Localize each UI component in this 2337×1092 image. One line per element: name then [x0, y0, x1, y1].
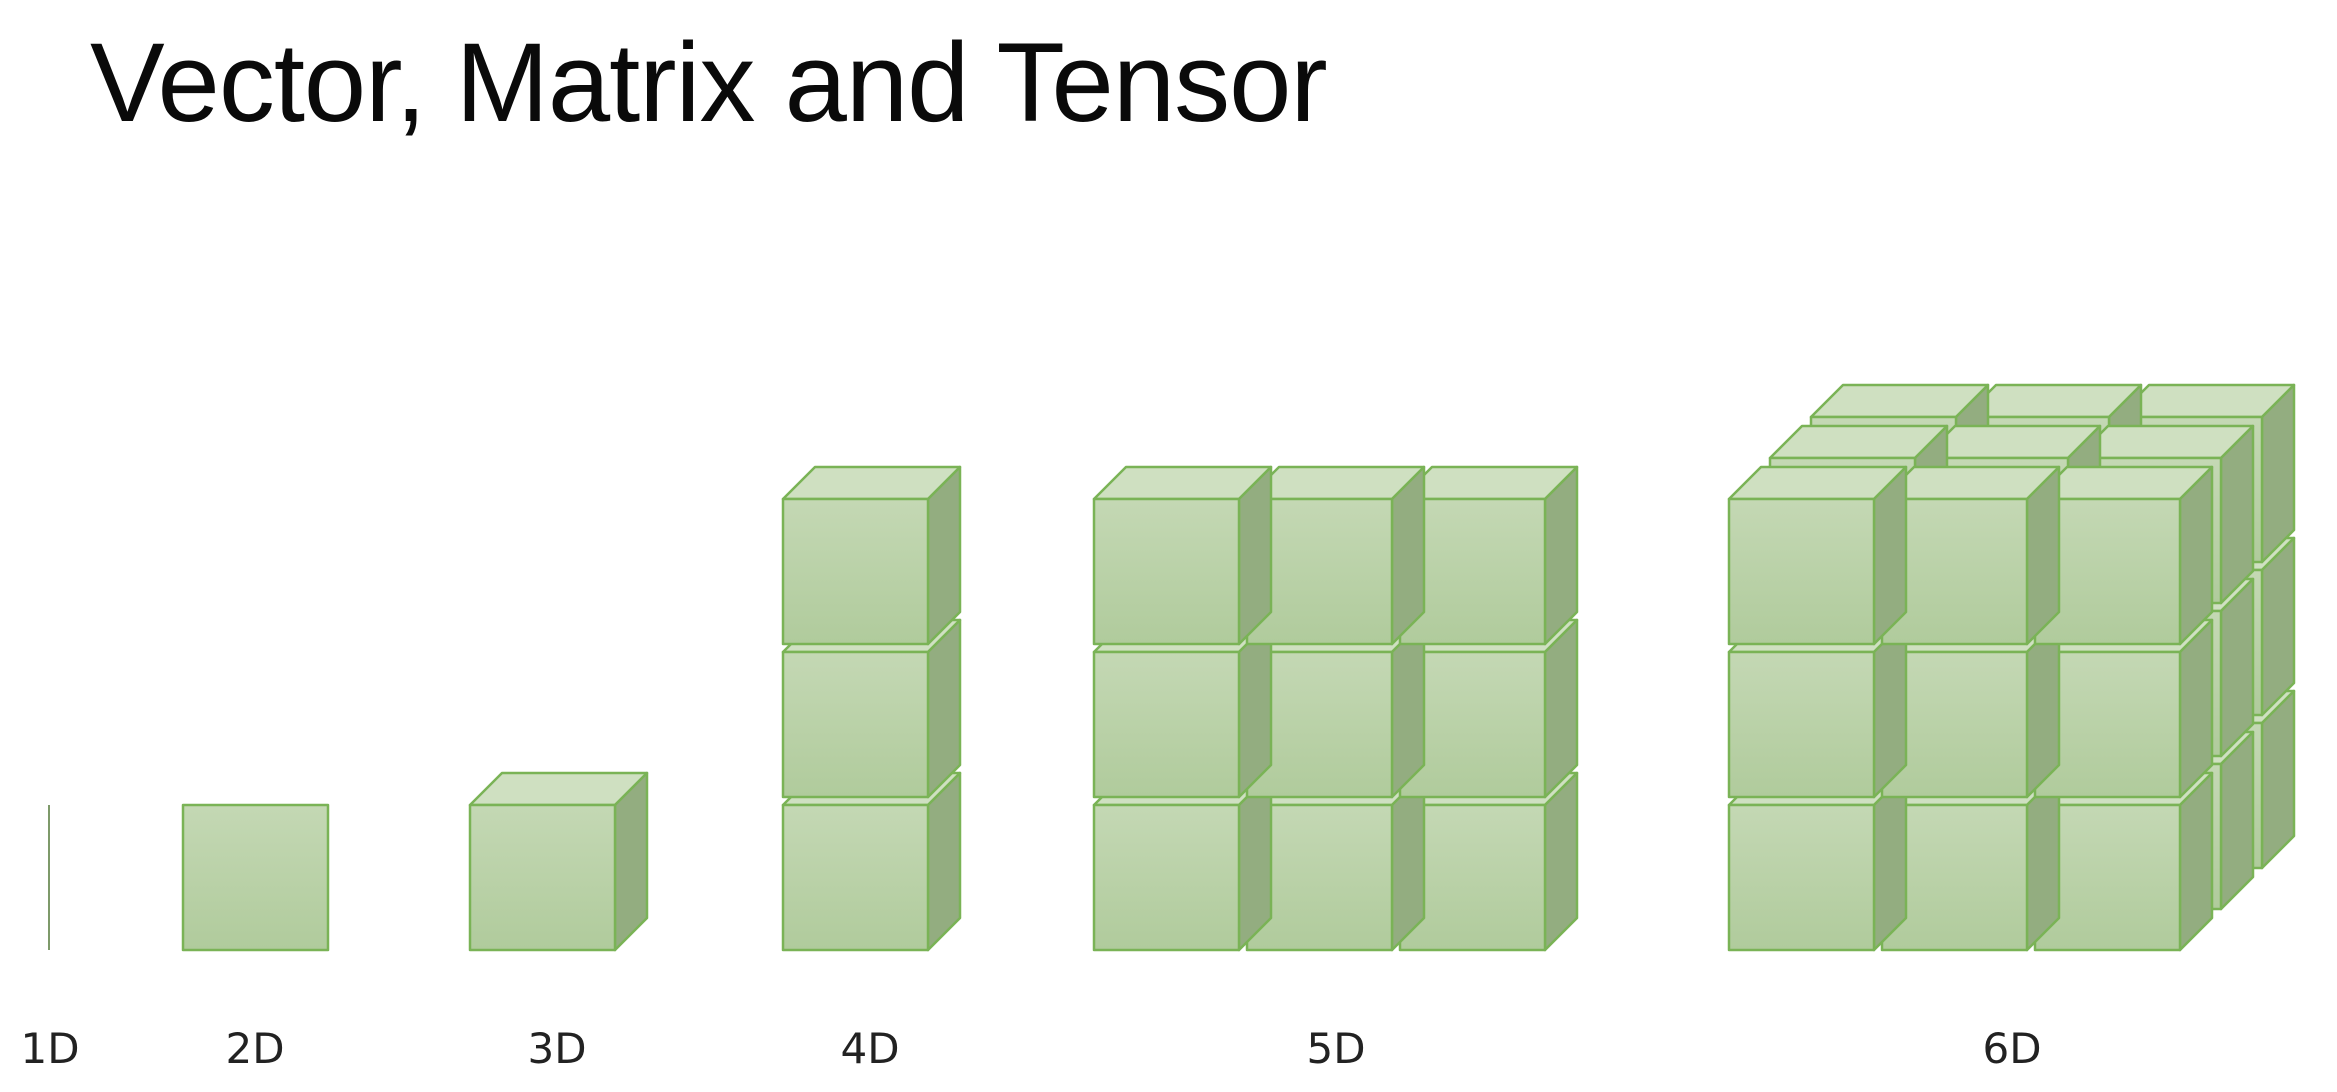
cube-side-face — [1390, 618, 1426, 799]
cube-icon — [1398, 618, 1579, 799]
cube-side-face — [2219, 730, 2255, 911]
cube-icon — [781, 465, 962, 646]
cube-side-face — [1390, 465, 1426, 646]
cube-side-face — [2260, 689, 2296, 870]
cube-side-face — [1543, 618, 1579, 799]
cube-front-face — [1092, 497, 1241, 646]
cube-icon — [1880, 618, 2061, 799]
cube-icon — [1245, 771, 1426, 952]
label-6d: 6D — [1982, 1024, 2041, 1073]
label-4d: 4D — [840, 1024, 899, 1073]
cube-front-face — [468, 803, 617, 952]
cube-side-face — [2260, 383, 2296, 564]
cube-side-face — [1237, 771, 1273, 952]
cube-side-face — [1872, 465, 1908, 646]
cube-front-face — [1727, 650, 1876, 799]
cube-front-face — [1092, 803, 1241, 952]
cube-side-face — [2260, 536, 2296, 717]
cube-icon — [2033, 618, 2214, 799]
cube-icon — [1727, 771, 1908, 952]
cube-side-face — [613, 771, 649, 952]
cube-side-face — [1872, 618, 1908, 799]
cube-icon — [1727, 465, 1908, 646]
cube-side-face — [2178, 618, 2214, 799]
cube-icon — [1398, 771, 1579, 952]
dimension-shapes — [48, 383, 2296, 952]
cube-icon — [1092, 771, 1273, 952]
cube-front-face — [781, 803, 930, 952]
cube-front-face — [781, 497, 930, 646]
cube-side-face — [926, 771, 962, 952]
cube-icon — [468, 771, 649, 952]
cube-icon — [781, 771, 962, 952]
label-1d: 1D — [20, 1024, 79, 1073]
cube-front-face — [1092, 650, 1241, 799]
cube-side-face — [2178, 465, 2214, 646]
cube-side-face — [2219, 577, 2255, 758]
label-3d: 3D — [527, 1024, 586, 1073]
cube-icon — [1880, 771, 2061, 952]
cube-icon — [781, 618, 962, 799]
cube-icon — [1245, 465, 1426, 646]
cube-icon — [1092, 618, 1273, 799]
cube-side-face — [2025, 465, 2061, 646]
cube-side-face — [1872, 771, 1908, 952]
cube-front-face — [1727, 497, 1876, 646]
cube-icon — [1245, 618, 1426, 799]
cube-side-face — [926, 618, 962, 799]
cube-side-face — [1543, 771, 1579, 952]
cube-side-face — [1237, 465, 1273, 646]
dimension-labels: 1D 2D 3D 4D 5D 6D — [20, 1024, 2041, 1073]
cube-side-face — [2219, 424, 2255, 605]
cube-side-face — [1543, 465, 1579, 646]
cube-side-face — [2025, 618, 2061, 799]
cube-icon — [1727, 618, 1908, 799]
label-5d: 5D — [1306, 1024, 1365, 1073]
cube-side-face — [2025, 771, 2061, 952]
cube-front-face — [1727, 803, 1876, 952]
page-title: Vector, Matrix and Tensor — [90, 20, 1328, 145]
cube-front-face — [781, 650, 930, 799]
label-2d: 2D — [225, 1024, 284, 1073]
cube-side-face — [2178, 771, 2214, 952]
cube-side-face — [926, 465, 962, 646]
cube-icon — [1092, 465, 1273, 646]
cube-icon — [1880, 465, 2061, 646]
matrix-square — [181, 803, 330, 952]
cube-icon — [2033, 771, 2214, 952]
cube-side-face — [1390, 771, 1426, 952]
cube-icon — [2033, 465, 2214, 646]
cube-side-face — [1237, 618, 1273, 799]
cube-icon — [1398, 465, 1579, 646]
